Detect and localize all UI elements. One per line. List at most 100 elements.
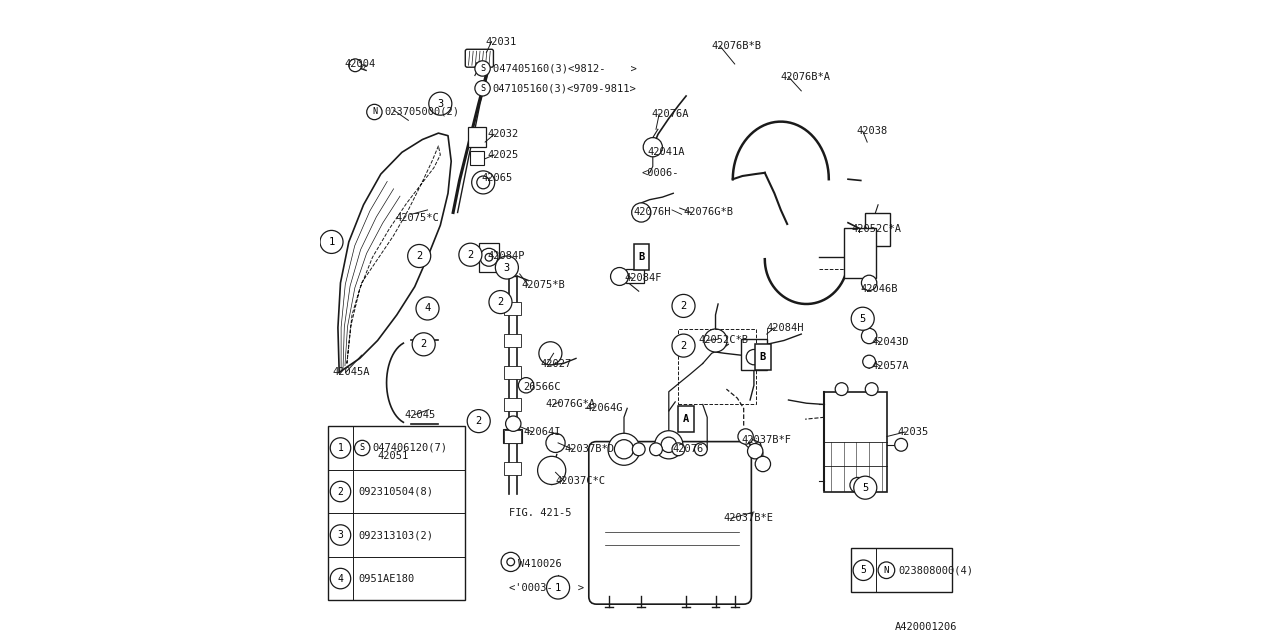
Text: S: S [360, 444, 365, 452]
Circle shape [835, 383, 847, 396]
Bar [678, 329, 756, 404]
Circle shape [545, 433, 566, 452]
Text: 42084P: 42084P [488, 251, 525, 261]
Text: 047406120(7): 047406120(7) [372, 443, 448, 453]
Text: 42035: 42035 [897, 427, 928, 437]
Bar [471, 151, 485, 165]
Text: 2: 2 [467, 250, 474, 260]
Bar [479, 243, 499, 272]
Circle shape [672, 334, 695, 357]
Text: 42076G*B: 42076G*B [684, 207, 733, 218]
Text: 4: 4 [425, 303, 430, 314]
Bar [504, 462, 521, 475]
Circle shape [694, 443, 707, 456]
Text: 42041A: 42041A [648, 147, 685, 157]
Circle shape [518, 378, 534, 393]
Text: W410026: W410026 [518, 559, 562, 570]
Bar [504, 430, 521, 443]
Text: 42025: 42025 [488, 150, 518, 160]
Circle shape [475, 61, 490, 76]
Circle shape [631, 203, 652, 222]
Text: 42037B*E: 42037B*E [723, 513, 773, 524]
Circle shape [704, 329, 727, 352]
Text: 42038: 42038 [856, 126, 887, 136]
Text: 42076H: 42076H [634, 207, 671, 218]
Circle shape [412, 333, 435, 356]
Text: 42037B*F: 42037B*F [741, 435, 791, 445]
Circle shape [489, 291, 512, 314]
Text: 5: 5 [860, 565, 867, 575]
Text: 3: 3 [338, 530, 343, 540]
Circle shape [878, 562, 895, 579]
Text: 5: 5 [863, 483, 868, 493]
Bar [626, 269, 644, 283]
Bar [678, 406, 694, 432]
Text: 42052C*B: 42052C*B [699, 335, 749, 346]
Text: 42076B*A: 42076B*A [781, 72, 831, 82]
Circle shape [495, 256, 518, 279]
Text: 42032: 42032 [488, 129, 518, 140]
Text: 42027: 42027 [540, 358, 572, 369]
Text: 42045A: 42045A [333, 367, 370, 378]
Circle shape [330, 525, 351, 545]
Text: 2: 2 [416, 251, 422, 261]
Text: 3: 3 [438, 99, 443, 109]
Text: N: N [372, 108, 376, 116]
Text: <'0003-    >: <'0003- > [508, 582, 584, 593]
Text: 2: 2 [681, 301, 686, 311]
Circle shape [539, 342, 562, 365]
Bar [824, 392, 887, 492]
Bar [844, 228, 876, 278]
Circle shape [547, 576, 570, 599]
Text: 42046B: 42046B [860, 284, 899, 294]
Text: 42065: 42065 [483, 173, 513, 183]
Ellipse shape [378, 445, 403, 461]
Circle shape [611, 268, 628, 285]
Circle shape [429, 92, 452, 115]
Text: FIG. 421-5: FIG. 421-5 [508, 508, 571, 518]
Circle shape [863, 355, 876, 368]
Text: 42031: 42031 [485, 36, 516, 47]
Text: 42064G: 42064G [585, 403, 623, 413]
Text: 092310504(8): 092310504(8) [358, 486, 434, 497]
Bar [503, 429, 522, 443]
Text: S: S [480, 64, 485, 73]
Bar [504, 366, 521, 379]
Bar [741, 339, 767, 370]
Bar [865, 213, 890, 246]
Text: 1: 1 [338, 443, 343, 453]
Text: 1: 1 [329, 237, 334, 247]
Text: 42076A: 42076A [652, 109, 689, 119]
Circle shape [467, 410, 490, 433]
Circle shape [472, 171, 495, 194]
Circle shape [746, 349, 762, 365]
Circle shape [330, 568, 351, 589]
Circle shape [476, 176, 489, 189]
Text: 047405160(3)<9812-    >: 047405160(3)<9812- > [493, 63, 636, 74]
Text: 42043D: 42043D [872, 337, 909, 348]
Circle shape [608, 433, 640, 465]
Text: 3: 3 [504, 262, 509, 273]
Circle shape [330, 438, 351, 458]
Text: 42064I: 42064I [524, 427, 561, 437]
Text: 2: 2 [476, 416, 481, 426]
Circle shape [865, 383, 878, 396]
Text: 42052C*A: 42052C*A [851, 224, 901, 234]
Circle shape [672, 294, 695, 317]
Circle shape [407, 244, 430, 268]
Circle shape [632, 443, 645, 456]
Circle shape [654, 431, 684, 459]
Circle shape [854, 560, 874, 580]
Bar [755, 344, 771, 370]
Text: 42004: 42004 [344, 59, 375, 69]
Circle shape [330, 481, 351, 502]
Circle shape [475, 81, 490, 96]
Bar [504, 334, 521, 347]
Bar [634, 244, 649, 270]
Circle shape [850, 477, 865, 493]
Text: 42051: 42051 [378, 451, 408, 461]
Text: A420001206: A420001206 [895, 622, 957, 632]
Text: 42037B*D: 42037B*D [564, 444, 614, 454]
Circle shape [643, 138, 663, 157]
Bar [468, 127, 486, 147]
